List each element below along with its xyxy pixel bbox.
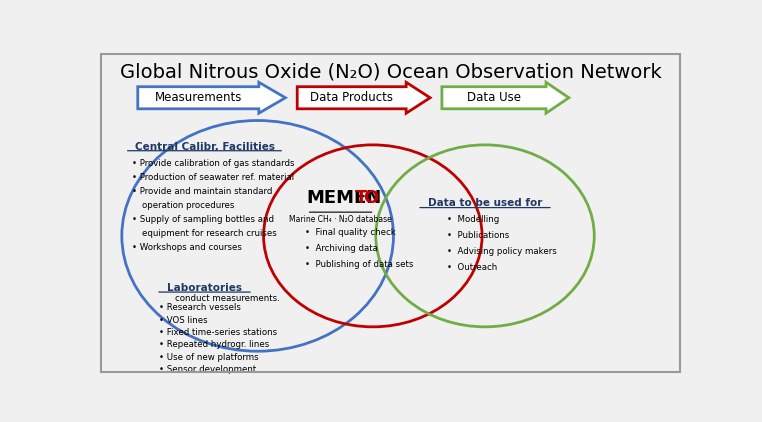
Text: •  Advising policy makers: • Advising policy makers xyxy=(447,247,556,256)
Text: conduct measurements.: conduct measurements. xyxy=(175,294,280,303)
Text: •  Outreach: • Outreach xyxy=(447,263,497,273)
Text: • Production of seawater ref. material: • Production of seawater ref. material xyxy=(132,173,294,182)
Text: • Provide and maintain standard: • Provide and maintain standard xyxy=(132,187,272,196)
Text: •  Modelling: • Modelling xyxy=(447,215,499,224)
Text: equipment for research cruises: equipment for research cruises xyxy=(142,230,277,238)
Text: • Fixed time-series stations: • Fixed time-series stations xyxy=(159,328,277,337)
Text: Measurements: Measurements xyxy=(155,91,242,104)
Text: Marine CH₄ · N₂O database: Marine CH₄ · N₂O database xyxy=(289,215,392,225)
Text: •  Publishing of data sets: • Publishing of data sets xyxy=(305,260,413,269)
Text: •  Archiving data: • Archiving data xyxy=(305,244,378,253)
Text: • VOS lines: • VOS lines xyxy=(159,316,208,325)
Text: O: O xyxy=(363,189,379,208)
Text: •  Publications: • Publications xyxy=(447,231,509,240)
Text: Global Nitrous Oxide (N₂O) Ocean Observation Network: Global Nitrous Oxide (N₂O) Ocean Observa… xyxy=(120,62,661,81)
Text: Laboratories: Laboratories xyxy=(167,283,242,293)
Text: Data Use: Data Use xyxy=(467,91,521,104)
Text: MEMEN: MEMEN xyxy=(306,189,382,208)
Text: • Research vessels: • Research vessels xyxy=(159,303,241,312)
Text: • Repeated hydrogr. lines: • Repeated hydrogr. lines xyxy=(159,341,269,349)
Text: • Supply of sampling bottles and: • Supply of sampling bottles and xyxy=(132,215,274,225)
Text: Data to be used for: Data to be used for xyxy=(427,198,543,208)
Polygon shape xyxy=(442,82,569,113)
Text: operation procedures: operation procedures xyxy=(142,201,235,211)
Text: • Provide calibration of gas standards: • Provide calibration of gas standards xyxy=(132,160,294,168)
Text: • Sensor development: • Sensor development xyxy=(159,365,256,374)
Polygon shape xyxy=(138,82,286,113)
Text: •  Final quality check: • Final quality check xyxy=(305,228,395,237)
Text: Data Products: Data Products xyxy=(310,91,393,104)
Text: Central Calibr. Facilities: Central Calibr. Facilities xyxy=(135,142,274,151)
Polygon shape xyxy=(297,82,430,113)
Text: T: T xyxy=(355,189,367,208)
Text: • Workshops and courses: • Workshops and courses xyxy=(132,243,242,252)
Text: • Use of new platforms: • Use of new platforms xyxy=(159,353,258,362)
